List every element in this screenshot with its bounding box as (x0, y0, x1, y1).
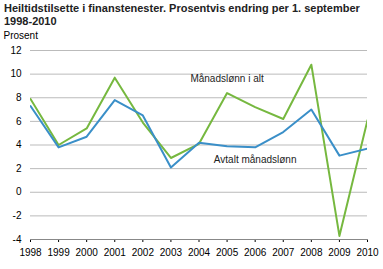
svg-text:2009: 2009 (328, 247, 351, 258)
svg-text:2010: 2010 (356, 247, 379, 258)
svg-text:2006: 2006 (244, 247, 267, 258)
svg-text:0: 0 (16, 186, 22, 197)
svg-text:1998: 1998 (19, 247, 42, 258)
svg-text:2000: 2000 (76, 247, 99, 258)
svg-text:Avtalt månadslønn: Avtalt månadslønn (214, 154, 297, 165)
svg-text:10: 10 (10, 68, 22, 79)
svg-text:2001: 2001 (104, 247, 127, 258)
svg-text:-4: -4 (13, 234, 22, 245)
svg-text:2005: 2005 (216, 247, 239, 258)
html-text:Heiltidstilsette i finanstenes: Heiltidstilsette i finanstenester. Prose… (4, 2, 360, 27)
svg-text:12: 12 (10, 45, 22, 56)
svg-text:2002: 2002 (132, 247, 155, 258)
svg-text:2008: 2008 (300, 247, 323, 258)
svg-text:2004: 2004 (188, 247, 211, 258)
svg-text:2007: 2007 (272, 247, 295, 258)
svg-text:-2: -2 (13, 210, 22, 221)
svg-text:4: 4 (16, 139, 22, 150)
svg-text:8: 8 (16, 92, 22, 103)
svg-text:6: 6 (16, 116, 22, 127)
svg-text:2003: 2003 (160, 247, 183, 258)
svg-text:Prosent: Prosent (4, 30, 39, 41)
svg-text:1999: 1999 (47, 247, 70, 258)
svg-text:2: 2 (16, 163, 22, 174)
svg-text:Månadslønn i alt: Månadslønn i alt (190, 73, 264, 84)
